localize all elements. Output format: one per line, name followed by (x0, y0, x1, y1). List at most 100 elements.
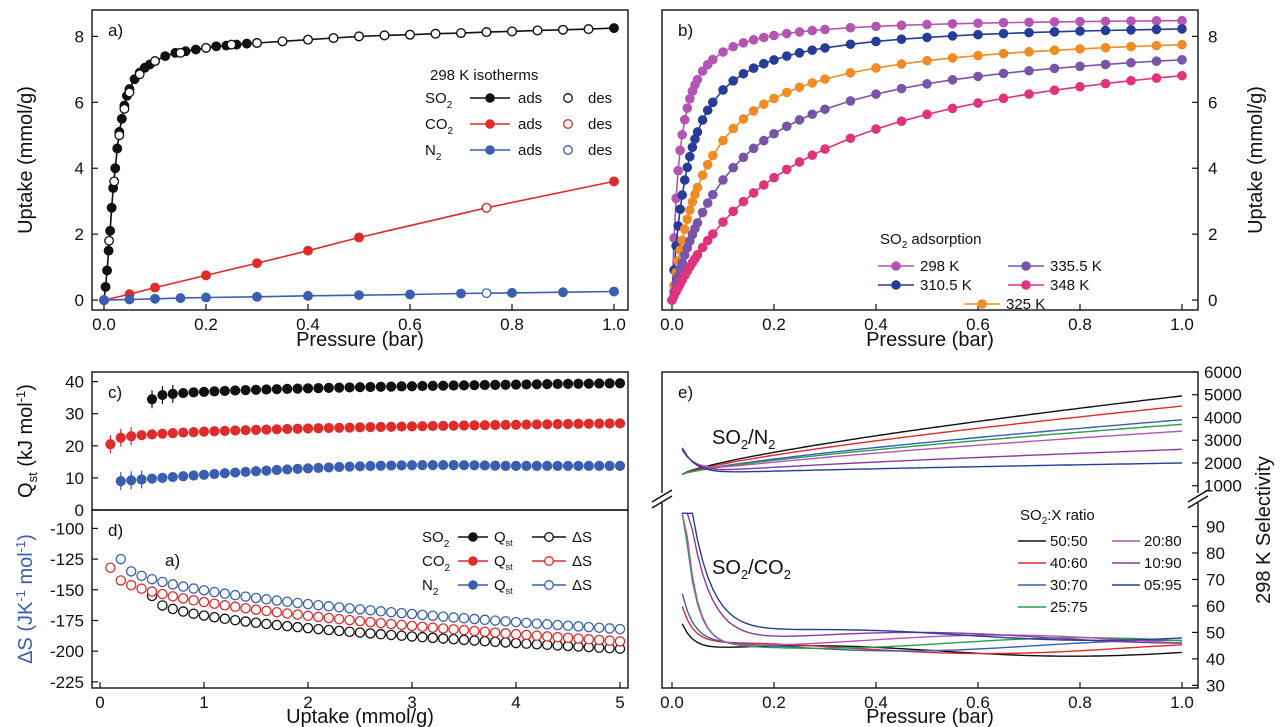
panel-c-point-0-8 (230, 385, 241, 396)
panel-c-point-1-40 (521, 419, 532, 430)
panel-a-point-1-2 (114, 130, 125, 141)
panel-c-point-2-3 (146, 473, 158, 484)
panel-b-point-1-31 (998, 28, 1009, 39)
panel-d-point-2-9 (209, 586, 220, 598)
panel-e-lower-line-1 (681, 606, 1183, 655)
panel-c-point-0-36 (521, 379, 532, 390)
panel-d-point-0-25 (406, 631, 418, 642)
panel-b-point-3-23 (807, 109, 818, 120)
panel-d-letter: d) (108, 521, 123, 540)
panel-e-lower-line-6 (682, 512, 1183, 642)
panel-d-point-0-37 (531, 639, 543, 650)
panel-c-point-2-38 (510, 460, 522, 471)
panel-b-point-4-35 (1100, 78, 1111, 89)
panel-a-legend-ads-1: ads (518, 116, 542, 133)
panel-c-point-2-45 (583, 460, 594, 471)
panel-d-y-tick-label-0: -100 (50, 519, 84, 538)
panel-a-x-tick-label-5: 1.0 (602, 315, 626, 334)
panel-d-legend-q-sub-1: st (506, 562, 514, 572)
panel-d-point-2-25 (375, 606, 387, 617)
panel-a-point-0-8 (112, 143, 123, 154)
panel-d-point-1-10 (209, 598, 220, 609)
panel-a-legend-open-2 (563, 145, 573, 155)
panel-b-point-4-23 (807, 150, 818, 161)
panel-e-lower-y-tick-label-2: 50 (1206, 623, 1225, 642)
panel-d-point-1-2 (125, 579, 137, 591)
panel-d-legend-dot-q-0 (468, 532, 478, 542)
panel-a-point-2-6 (354, 232, 364, 243)
panel-a-legend-gas-sub-1: 2 (448, 126, 454, 137)
panel-b-y-ticks: 0 2 4 6 8 (1192, 27, 1217, 310)
panel-b-point-1-30 (973, 29, 983, 40)
panel-c-point-2-8 (198, 469, 210, 480)
panel-c-point-2-19 (313, 462, 324, 473)
panel-a-point-0-2 (102, 265, 113, 276)
panel-d-point-1-42 (541, 631, 553, 642)
panel-c-point-2-33 (458, 460, 470, 471)
panel-d-point-2-24 (365, 605, 376, 616)
panel-e-lower-y-tick-label-6: 90 (1206, 518, 1225, 537)
panel-c-point-0-4 (188, 387, 199, 398)
panel-a-point-4-8 (405, 289, 415, 300)
panel-b-point-0-4 (675, 145, 685, 156)
panel-b-point-4-24 (820, 144, 830, 154)
panel-d-point-2-35 (479, 614, 491, 626)
panel-a-x-ticks: 0.0 0.2 0.4 0.6 0.8 1.0 (92, 304, 626, 334)
panel-a: a) 0.0 0.2 0.4 0.6 0.8 1.0 0 2 4 6 8 Pressure (ba… (15, 9, 629, 351)
panel-c-y-tick-label-3: 30 (65, 405, 84, 424)
panel-e-legend-label-4: 20:80 (1144, 533, 1182, 550)
panel-c-point-2-6 (178, 471, 189, 482)
panel-b-point-4-37 (1151, 73, 1162, 83)
panel-d-point-1-41 (531, 630, 543, 641)
panel-c-point-1-43 (552, 419, 563, 430)
panel-c-point-0-7 (219, 385, 230, 397)
panel-e-upper-y-tick-label-2: 3000 (1204, 431, 1242, 450)
panel-a-point-0-1 (100, 281, 111, 292)
panel-d-point-0-11 (261, 618, 272, 630)
panel-d-point-0-35 (510, 637, 522, 649)
so2-co2-label-asub: 2 (741, 567, 748, 582)
panel-b-point-4-11 (692, 250, 703, 260)
panel-b-point-1-35 (1100, 25, 1111, 36)
panel-c-point-0-45 (614, 378, 626, 389)
panel-b-point-4-28 (922, 109, 932, 120)
panel-a-point-1-20 (507, 26, 517, 37)
panel-c-point-2-24 (365, 460, 376, 472)
panel-c-point-2-30 (427, 459, 438, 471)
panel-a-point-1-22 (558, 24, 568, 35)
panel-b-point-4-12 (697, 242, 708, 253)
panel-b-point-0-23 (807, 25, 818, 36)
panel-b-point-4-26 (871, 124, 881, 134)
panel-d-point-2-5 (167, 579, 179, 590)
panel-d-point-1-27 (385, 618, 397, 630)
panel-a-point-1-0 (104, 235, 115, 246)
panel-d-marks (105, 553, 626, 654)
panel-d-ylabel-sup1: -1 (13, 590, 28, 602)
panel-d-legend-gas-main-0: SO (422, 529, 444, 546)
panel-a-legend-gas-sub-0: 2 (447, 100, 453, 111)
panel-e-xlabel: Pressure (bar) (866, 706, 994, 727)
panel-b-legend-title-sub: 2 (902, 240, 908, 251)
panel-d-point-2-41 (541, 619, 553, 630)
panel-c-point-1-17 (282, 423, 293, 435)
panel-c-point-2-40 (531, 460, 542, 471)
panel-c-point-2-10 (219, 468, 230, 479)
panel-c-point-2-13 (250, 466, 262, 477)
panel-b-point-4-20 (769, 172, 779, 183)
panel-c-point-1-15 (261, 424, 272, 435)
panel-a-point-1-1 (109, 176, 120, 187)
panel-d-legend-q-sub-2: st (506, 586, 514, 596)
panel-a-point-1-13 (328, 33, 339, 43)
panel-b-point-1-21 (781, 51, 792, 61)
panel-e: e) 0.0 0.2 0.4 0.6 0.8 1.0 1000 2000 3000 4000 50… (650, 363, 1275, 727)
panel-a-legend-open-0 (563, 93, 573, 103)
panel-d-point-2-28 (406, 608, 418, 620)
panel-e-x-tick-label-4: 0.8 (1068, 693, 1092, 712)
panel-b-point-2-31 (998, 48, 1009, 59)
panel-c-point-1-10 (209, 426, 220, 437)
panel-b-point-2-21 (781, 87, 792, 98)
panel-b-point-1-38 (1177, 24, 1187, 34)
panel-d-legend-q-0: Qst (494, 529, 513, 548)
panel-a-point-1-3 (119, 103, 130, 114)
